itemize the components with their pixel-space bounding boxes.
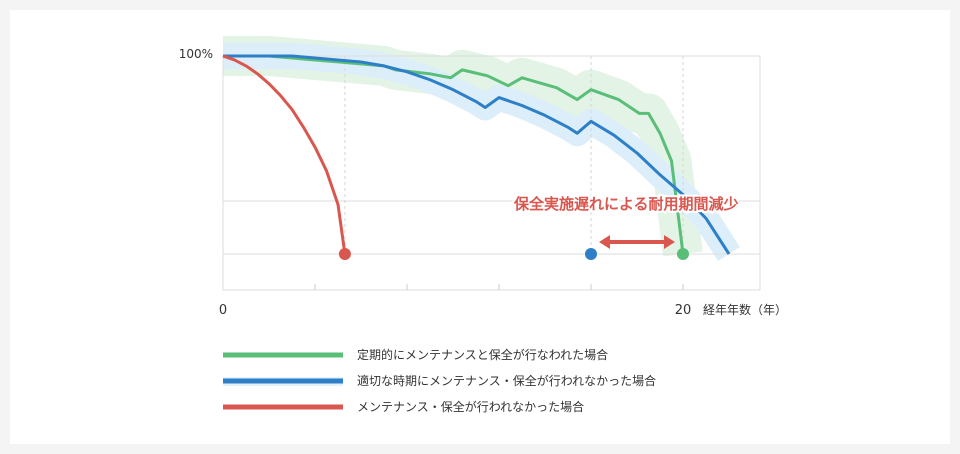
- legend-label-2: メンテナンス・保全が行われなかった場合: [357, 399, 584, 414]
- bands-layer: [223, 36, 740, 262]
- plot-frame: [222, 55, 761, 291]
- annotation-text: 保全実施遅れによる耐用期間減少: [513, 195, 739, 213]
- axis-labels: 100% 0 20 経年年数（年）: [179, 47, 787, 318]
- end-of-life-point-2: [338, 248, 351, 260]
- x-tick-label: 20: [675, 303, 692, 318]
- annotation-arrow-head-right: [664, 235, 675, 249]
- legend: 定期的にメンテナンスと保全が行なわれた場合適切な時期にメンテナンス・保全が行われ…: [223, 347, 656, 414]
- end-of-life-point-1: [585, 248, 597, 260]
- y-top-label: 100%: [179, 47, 213, 61]
- x-tick-label: 0: [219, 303, 227, 318]
- series-layer: [222, 54, 731, 260]
- series-line-1: [223, 54, 731, 255]
- end-of-life-point-0: [677, 248, 689, 260]
- chart: 保全実施遅れによる耐用期間減少 100% 0 20 経年年数（年） 定期的にメンテナン…: [179, 36, 787, 414]
- annotation-layer: 保全実施遅れによる耐用期間減少: [511, 193, 741, 249]
- x-axis-unit-label: 経年年数（年）: [703, 302, 787, 317]
- annotation-arrow-head-left: [599, 235, 610, 249]
- plot-border: [222, 55, 761, 291]
- legend-label-1: 適切な時期にメンテナンス・保全が行われなかった場合: [357, 373, 656, 388]
- chart-panel: 保全実施遅れによる耐用期間減少 100% 0 20 経年年数（年） 定期的にメンテナン…: [10, 10, 950, 444]
- series-line-0: [223, 54, 685, 255]
- legend-label-0: 定期的にメンテナンスと保全が行なわれた場合: [357, 347, 608, 362]
- series-line-2: [222, 54, 347, 255]
